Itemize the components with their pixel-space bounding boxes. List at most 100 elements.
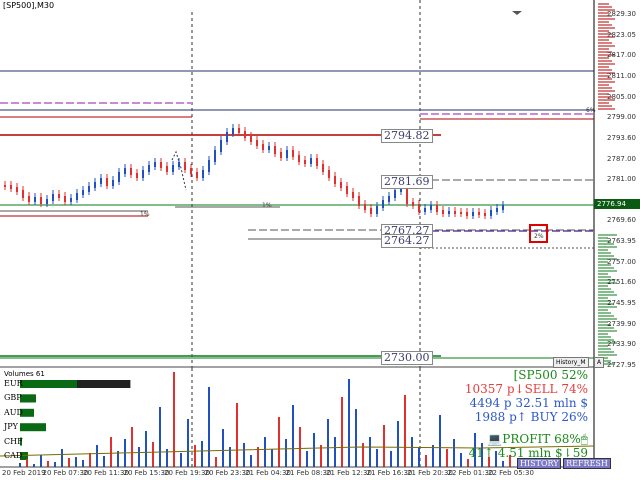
- candle: [70, 198, 72, 202]
- candle: [388, 196, 390, 202]
- candle: [142, 170, 144, 178]
- currency-label: CAD: [4, 451, 23, 460]
- candle: [430, 205, 432, 210]
- history-m-button[interactable]: History_M: [553, 357, 589, 368]
- volume-bars: [19, 372, 511, 467]
- currency-label: EUR: [4, 379, 23, 388]
- candle: [106, 178, 108, 186]
- candle: [286, 150, 288, 158]
- candle: [196, 172, 198, 178]
- candle: [16, 187, 18, 192]
- candle: [328, 170, 330, 178]
- chart-background: [0, 0, 594, 368]
- candle: [310, 158, 312, 164]
- candle: [76, 193, 78, 200]
- candle: [280, 152, 282, 158]
- history-button[interactable]: HISTORY: [517, 458, 561, 469]
- candle: [448, 211, 450, 214]
- candle: [262, 144, 264, 150]
- time-tick-label: 20 Feb 23:30: [204, 469, 251, 477]
- price-tick-label: 2733.90: [607, 340, 636, 349]
- candle: [148, 165, 150, 172]
- price-tick-label: 2727.95: [607, 361, 636, 369]
- candle: [94, 182, 96, 188]
- price-chart[interactable]: [0, 0, 640, 368]
- candle: [250, 136, 252, 142]
- volume-line: 4494 p 32.51 mln $: [469, 396, 588, 410]
- candle: [496, 208, 498, 212]
- currency-label: CHF: [4, 436, 23, 446]
- price-tick-label: 2823.05: [607, 30, 636, 39]
- time-tick-label: 21 Feb 20:30: [407, 469, 453, 477]
- candle: [178, 162, 180, 167]
- profit-line: 💻PROFIT 68%🖱: [487, 432, 588, 446]
- candle: [64, 196, 66, 202]
- panel-header: [SP500 52%: [513, 368, 588, 382]
- candle: [10, 185, 12, 189]
- candle: [418, 204, 420, 212]
- time-tick-label: 20 Feb 11:30: [83, 469, 129, 477]
- strength-bar-jpy: [20, 423, 46, 432]
- candle: [100, 178, 102, 184]
- candle: [40, 197, 42, 204]
- time-tick-label: 22 Feb 01:30: [447, 469, 494, 477]
- autoscroll-button[interactable]: A: [594, 357, 605, 368]
- candle: [160, 162, 162, 168]
- buy-line: 1988 p↑ BUY 26%: [474, 410, 588, 424]
- candles: [4, 124, 504, 219]
- candle: [226, 132, 228, 142]
- currency-strength-bars: [20, 380, 131, 460]
- price-tick-label: 2763.95: [607, 237, 636, 246]
- candle: [118, 172, 120, 182]
- candle: [340, 182, 342, 188]
- volume-chart[interactable]: [0, 368, 640, 468]
- strength-bar-aud: [20, 408, 34, 417]
- candle: [166, 166, 168, 172]
- current-price-marker: 2776.94: [594, 199, 640, 209]
- time-tick-label: 20 Feb 15:30: [123, 469, 170, 477]
- candle: [442, 210, 444, 214]
- time-tick-label: 20 Feb 2019: [2, 469, 46, 477]
- collapse-icon[interactable]: [512, 0, 522, 15]
- time-tick-label: 21 Feb 16:30: [366, 469, 413, 477]
- volume-average-line: [0, 445, 595, 457]
- candle: [34, 197, 36, 202]
- price-tick-label: 2793.60: [607, 133, 636, 142]
- candle: [400, 187, 402, 192]
- level-label[interactable]: 2794.82: [381, 129, 433, 143]
- strength-bar-gbp-head: [20, 394, 36, 403]
- candle: [208, 160, 210, 172]
- candle: [472, 212, 474, 216]
- candle: [412, 202, 414, 206]
- price-tick-label: 2757.00: [607, 257, 636, 266]
- candle: [424, 208, 426, 212]
- price-tick-label: 2829.30: [607, 10, 636, 18]
- candle: [58, 194, 60, 198]
- strength-bar-cad: [20, 452, 28, 460]
- price-tick-label: 2811.00: [607, 71, 636, 80]
- candle: [466, 212, 468, 216]
- level-label[interactable]: 2730.00: [381, 351, 433, 365]
- candle: [490, 210, 492, 216]
- percent-tag: 6%: [586, 107, 596, 114]
- percent-tag: 1%: [262, 202, 272, 209]
- candle: [268, 146, 270, 150]
- candle: [88, 186, 90, 192]
- candle: [364, 204, 366, 210]
- candle: [190, 168, 192, 174]
- price-tick-label: 2805.00: [607, 92, 636, 101]
- strength-bar-eur-remainder: [77, 380, 131, 388]
- candle: [298, 155, 300, 162]
- level-label[interactable]: 2781.69: [381, 175, 433, 189]
- level-label[interactable]: 2764.27: [381, 234, 433, 248]
- time-tick-label: 20 Feb 07:30: [42, 469, 89, 477]
- refresh-button[interactable]: REFRESH: [563, 458, 611, 469]
- candle: [46, 199, 48, 204]
- sell-line: 10357 p↓SELL 74%: [464, 382, 588, 396]
- candle: [304, 160, 306, 164]
- candle: [28, 196, 30, 202]
- candle: [382, 200, 384, 208]
- price-tick-label: 2745.95: [607, 299, 636, 308]
- candle: [130, 168, 132, 175]
- signal-box[interactable]: [529, 224, 548, 243]
